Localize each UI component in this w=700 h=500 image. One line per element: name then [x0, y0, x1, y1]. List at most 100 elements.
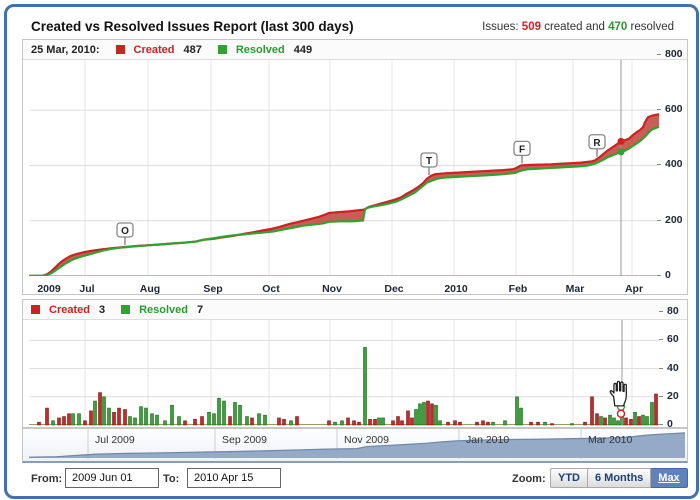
created-bar[interactable] [357, 421, 361, 426]
resolved-bar[interactable] [434, 404, 438, 426]
resolved-bar[interactable] [107, 407, 111, 426]
resolved-bar[interactable] [139, 406, 143, 426]
resolved-bar[interactable] [491, 421, 495, 426]
zoom-button-max[interactable]: Max [651, 468, 688, 488]
created-bar[interactable] [327, 420, 331, 426]
created-bar[interactable] [629, 419, 633, 426]
created-bar[interactable] [368, 419, 372, 426]
created-bar[interactable] [583, 421, 587, 426]
created-bar[interactable] [430, 403, 434, 426]
resolved-bar[interactable] [128, 416, 132, 426]
resolved-bar[interactable] [519, 407, 523, 426]
created-bar[interactable] [624, 417, 628, 426]
resolved-bar[interactable] [289, 420, 293, 426]
flag-marker-o[interactable]: O [116, 222, 134, 245]
created-bar[interactable] [123, 409, 127, 426]
created-bar[interactable] [391, 420, 395, 426]
created-bar[interactable] [117, 407, 121, 426]
resolved-bar[interactable] [633, 412, 637, 426]
created-bar[interactable] [595, 413, 599, 426]
created-bar[interactable] [250, 417, 254, 426]
resolved-bar[interactable] [363, 347, 367, 426]
resolved-bar[interactable] [222, 400, 226, 426]
resolved-bar[interactable] [93, 400, 97, 426]
resolved-bar[interactable] [650, 402, 654, 426]
resolved-bar[interactable] [612, 417, 616, 426]
zoom-button-ytd[interactable]: YTD [550, 468, 588, 488]
resolved-bar[interactable] [163, 420, 167, 426]
created-bar[interactable] [346, 417, 350, 426]
resolved-bar[interactable] [263, 414, 267, 426]
created-bar[interactable] [282, 419, 286, 426]
resolved-bar[interactable] [212, 413, 216, 426]
resolved-bar[interactable] [77, 413, 81, 426]
created-bar[interactable] [295, 416, 299, 426]
created-hover-point[interactable] [617, 137, 625, 145]
created-bar[interactable] [57, 417, 61, 426]
created-bar[interactable] [37, 421, 41, 426]
created-bar[interactable] [475, 421, 479, 426]
created-bar[interactable] [112, 412, 116, 426]
created-bar[interactable] [200, 416, 204, 426]
zoom-button-6-months[interactable]: 6 Months [588, 468, 652, 488]
created-bar[interactable] [228, 416, 232, 426]
created-bar[interactable] [603, 417, 607, 426]
created-bar[interactable] [536, 421, 540, 426]
resolved-hover-point[interactable] [617, 148, 625, 156]
resolved-bar[interactable] [414, 409, 418, 426]
created-bar[interactable] [67, 413, 71, 426]
created-bar[interactable] [193, 419, 197, 426]
navigator-area[interactable] [23, 429, 685, 459]
resolved-bar[interactable] [570, 423, 574, 426]
resolved-bar[interactable] [170, 404, 174, 426]
resolved-bar[interactable] [515, 396, 519, 426]
created-bar[interactable] [45, 407, 49, 426]
range-navigator[interactable] [22, 428, 688, 463]
resolved-bar[interactable] [418, 403, 422, 426]
created-bar[interactable] [458, 421, 462, 426]
resolved-bar[interactable] [438, 420, 442, 426]
daily-chart-plot[interactable] [23, 320, 685, 426]
created-bar[interactable] [98, 392, 102, 426]
resolved-bar[interactable] [207, 412, 211, 426]
resolved-bar[interactable] [616, 420, 620, 426]
created-bar[interactable] [396, 416, 400, 426]
resolved-bar[interactable] [599, 416, 603, 426]
created-bar[interactable] [406, 410, 410, 426]
created-bar[interactable] [481, 420, 485, 426]
resolved-bar[interactable] [543, 421, 547, 426]
created-bar[interactable] [529, 421, 533, 426]
created-bar[interactable] [654, 393, 658, 426]
resolved-bar[interactable] [245, 416, 249, 426]
resolved-bar[interactable] [503, 420, 507, 426]
created-bar[interactable] [183, 420, 187, 426]
created-bar[interactable] [446, 421, 450, 426]
resolved-bar[interactable] [238, 404, 242, 426]
resolved-bar[interactable] [333, 421, 337, 426]
flag-marker-f[interactable]: F [513, 140, 531, 164]
main-chart-plot[interactable]: O T F R [23, 60, 685, 276]
resolved-bar[interactable] [377, 417, 381, 426]
created-bar[interactable] [89, 410, 93, 426]
resolved-bar[interactable] [155, 414, 159, 426]
to-date-input[interactable]: 2010 Apr 15 [187, 468, 281, 488]
resolved-bar[interactable] [641, 414, 645, 426]
resolved-bar[interactable] [645, 416, 649, 426]
resolved-bar[interactable] [340, 420, 344, 426]
resolved-bar[interactable] [422, 402, 426, 426]
created-bar[interactable] [400, 420, 404, 426]
resolved-bar[interactable] [133, 417, 137, 426]
resolved-bar[interactable] [233, 402, 237, 426]
flag-marker-r[interactable]: R [588, 134, 606, 157]
created-bar[interactable] [410, 417, 414, 426]
created-bar[interactable] [486, 421, 490, 426]
resolved-bar[interactable] [217, 397, 221, 426]
resolved-bar[interactable] [381, 417, 385, 426]
created-bar[interactable] [453, 420, 457, 426]
resolved-bar[interactable] [177, 416, 181, 426]
from-date-input[interactable]: 2009 Jun 01 [65, 468, 159, 488]
created-bar[interactable] [590, 396, 594, 426]
resolved-bar[interactable] [102, 396, 106, 426]
resolved-bar[interactable] [150, 413, 154, 426]
resolved-bar[interactable] [51, 420, 55, 426]
